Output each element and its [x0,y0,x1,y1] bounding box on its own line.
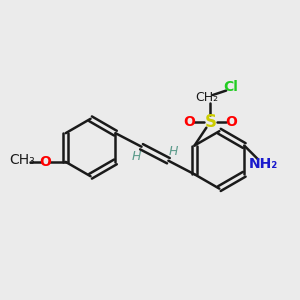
Text: Cl: Cl [224,80,239,94]
Text: CH₂: CH₂ [195,92,218,104]
Text: O: O [184,115,196,129]
Text: O: O [39,155,51,169]
Text: O: O [225,115,237,129]
Text: CH₃: CH₃ [10,153,35,167]
Text: H: H [132,150,141,163]
Text: S: S [204,113,216,131]
Text: NH₂: NH₂ [248,158,278,171]
Text: H: H [169,145,178,158]
